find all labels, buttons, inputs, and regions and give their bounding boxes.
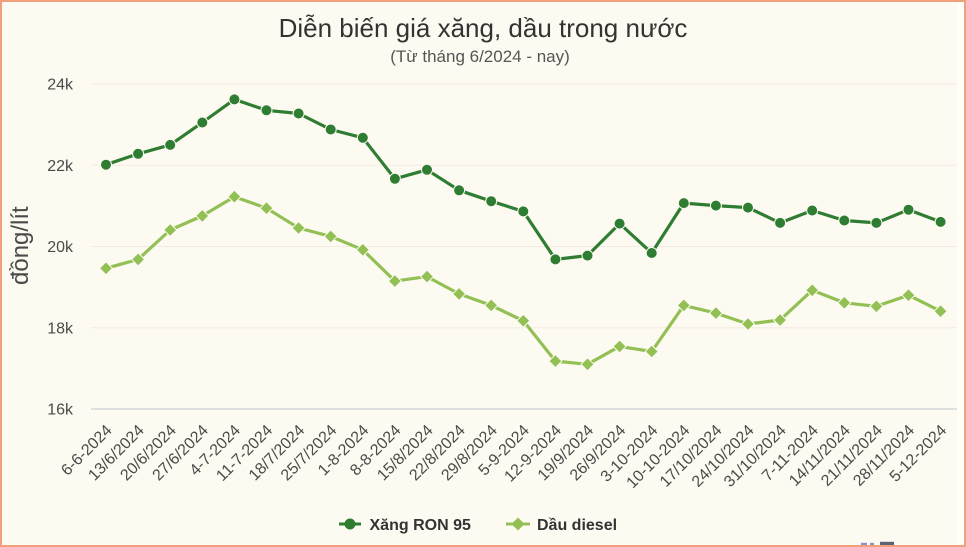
svg-text:đồng/lít: đồng/lít [7,206,34,285]
svg-text:(Từ tháng 6/2024 - nay): (Từ tháng 6/2024 - nay) [390,47,570,66]
svg-text:20k: 20k [47,239,74,256]
svg-text:24k: 24k [47,77,74,94]
svg-text:Diễn biến giá xăng, dầu trong: Diễn biến giá xăng, dầu trong nước [279,13,688,43]
svg-text:Xăng RON 95: Xăng RON 95 [370,517,471,534]
svg-text:Dầu diesel: Dầu diesel [537,517,617,534]
svg-text:22k: 22k [47,158,74,175]
svg-text:16k: 16k [47,402,74,419]
svg-text:18k: 18k [47,320,74,337]
